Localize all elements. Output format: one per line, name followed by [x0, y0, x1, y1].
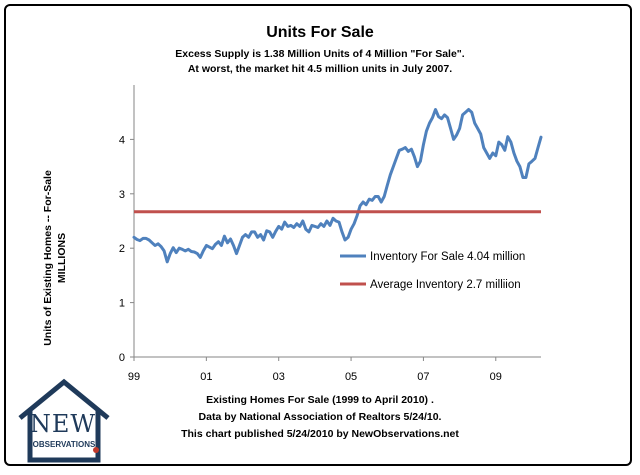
chart-subtitle-line-2: At worst, the market hit 4.5 million uni… — [187, 63, 453, 75]
y-tick-label: 1 — [119, 298, 125, 310]
footer-line-3: This chart published 5/24/2010 by NewObs… — [181, 428, 459, 440]
legend-entry: Average Inventory 2.7 milliion — [370, 279, 521, 291]
house-outline-icon — [18, 378, 110, 463]
y-tick-label: 4 — [119, 134, 125, 146]
logo-text: NEW — [29, 410, 97, 438]
chart-subtitle-line-1: Excess Supply is 1.38 Million Units of 4… — [175, 48, 465, 60]
y-tick-label: 0 — [119, 352, 125, 364]
series-line-inventory — [132, 108, 543, 264]
legend-entry: Inventory For Sale 4.04 million — [370, 251, 525, 263]
x-tick-label: 03 — [273, 371, 285, 383]
footer-line-1: Existing Homes For Sale (1999 to April 2… — [206, 394, 434, 406]
x-tick-label: 07 — [417, 371, 429, 383]
footer-line-2: Data by National Association of Realtors… — [198, 411, 442, 423]
x-tick-label: 05 — [345, 371, 357, 383]
chart-title: Units For Sale — [266, 24, 374, 41]
x-tick-label: 99 — [128, 371, 140, 383]
y-tick-label: 2 — [119, 243, 125, 255]
y-tick-label: 3 — [119, 189, 125, 201]
x-tick-label: 09 — [490, 371, 502, 383]
logo-subtext: OBSERVATIONS — [32, 440, 96, 449]
chart-frame — [4, 4, 632, 466]
x-tick-label: 01 — [200, 371, 212, 383]
